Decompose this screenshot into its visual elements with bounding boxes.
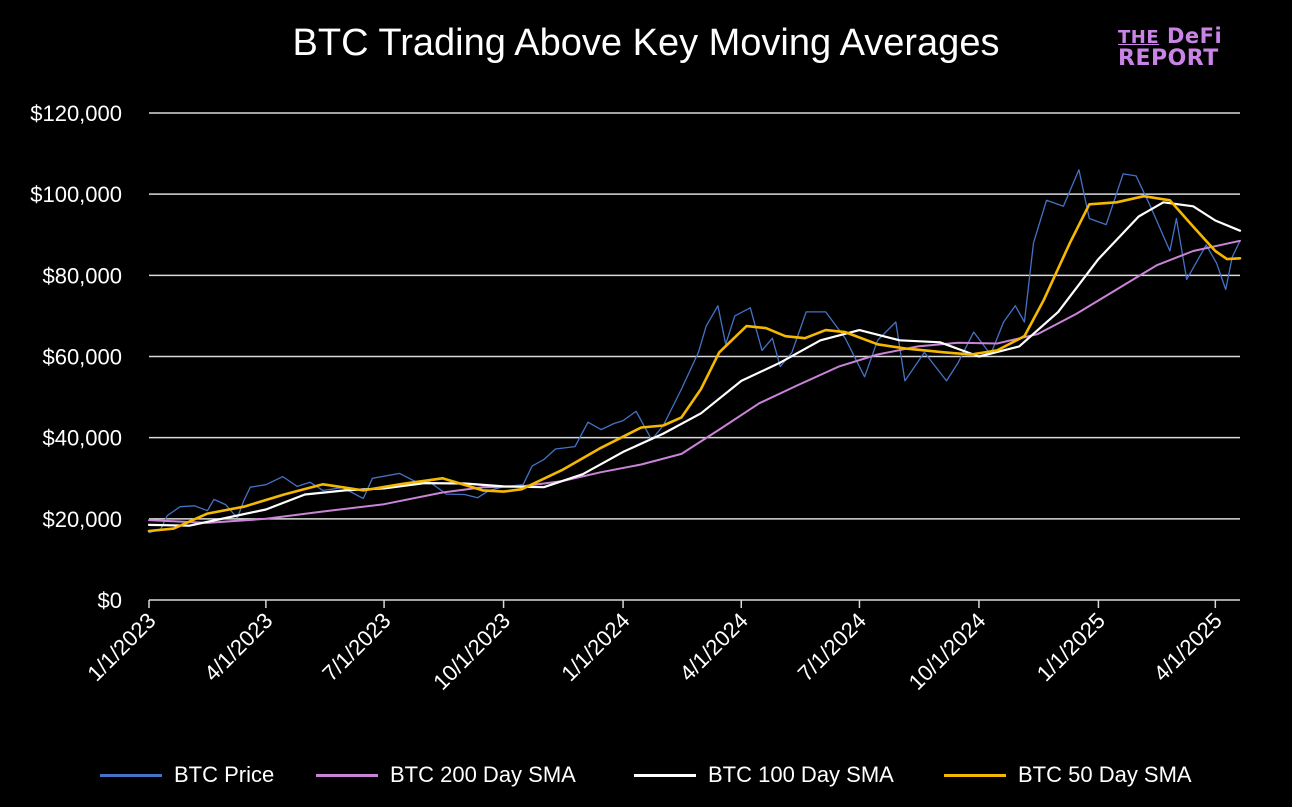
legend-item: BTC Price [100, 762, 274, 788]
x-tick-label: 10/1/2023 [428, 608, 515, 695]
logo-report: REPORT [1118, 46, 1219, 71]
legend-swatch [634, 773, 696, 777]
legend-label: BTC 200 Day SMA [390, 762, 576, 787]
logo-defi: DeFi [1166, 24, 1223, 48]
logo-the: THE [1118, 27, 1160, 48]
x-tick-label: 1/1/2025 [1032, 608, 1110, 686]
y-tick-label: $120,000 [30, 101, 122, 126]
y-tick-label: $40,000 [42, 426, 122, 451]
series-line-btc-100-day-sma [147, 201, 1242, 527]
x-tick-label: 4/1/2023 [199, 608, 277, 686]
legend-swatch [944, 773, 1006, 777]
x-tick-label: 4/1/2024 [675, 608, 753, 686]
y-tick-label: $20,000 [42, 507, 122, 532]
brand-logo: THE DeFi REPORT [1118, 26, 1222, 70]
y-tick-label: $100,000 [30, 182, 122, 207]
series-line-btc-price [148, 169, 1241, 534]
gridlines [149, 112, 1240, 520]
legend-item: BTC 200 Day SMA [316, 762, 576, 788]
y-axis-ticks: $0 $20,000 $40,000 $60,000 $80,000 $100,000 $1… [30, 101, 122, 613]
y-tick-label: $0 [98, 588, 122, 613]
y-tick-label: $60,000 [42, 345, 122, 370]
line-chart: $0 $20,000 $40,000 $60,000 $80,000 $100,000 $1… [30, 101, 1242, 695]
x-axis: 1/1/2023 4/1/2023 7/1/2023 10/1/2023 1/1/202… [82, 599, 1240, 695]
x-tick-label: 4/1/2025 [1149, 608, 1227, 686]
legend-swatch [316, 773, 378, 777]
x-tick-label: 7/1/2024 [793, 608, 871, 686]
series-lines [147, 169, 1242, 534]
legend: BTC Price BTC 200 Day SMA BTC 100 Day SMA B… [0, 762, 1292, 792]
chart-title: BTC Trading Above Key Moving Averages [292, 22, 1000, 64]
x-tick-label: 1/1/2023 [82, 608, 160, 686]
legend-label: BTC 100 Day SMA [708, 762, 894, 787]
series-line-btc-50-day-sma [147, 194, 1242, 533]
series-line-btc-200-day-sma [148, 239, 1241, 524]
legend-item: BTC 50 Day SMA [944, 762, 1192, 788]
x-tick-label: 1/1/2024 [556, 608, 634, 686]
legend-swatch [100, 773, 162, 777]
x-tick-label: 7/1/2023 [317, 608, 395, 686]
legend-label: BTC 50 Day SMA [1018, 762, 1192, 787]
y-tick-label: $80,000 [42, 263, 122, 288]
legend-item: BTC 100 Day SMA [634, 762, 894, 788]
legend-label: BTC Price [174, 762, 275, 787]
x-tick-label: 10/1/2024 [904, 608, 991, 695]
